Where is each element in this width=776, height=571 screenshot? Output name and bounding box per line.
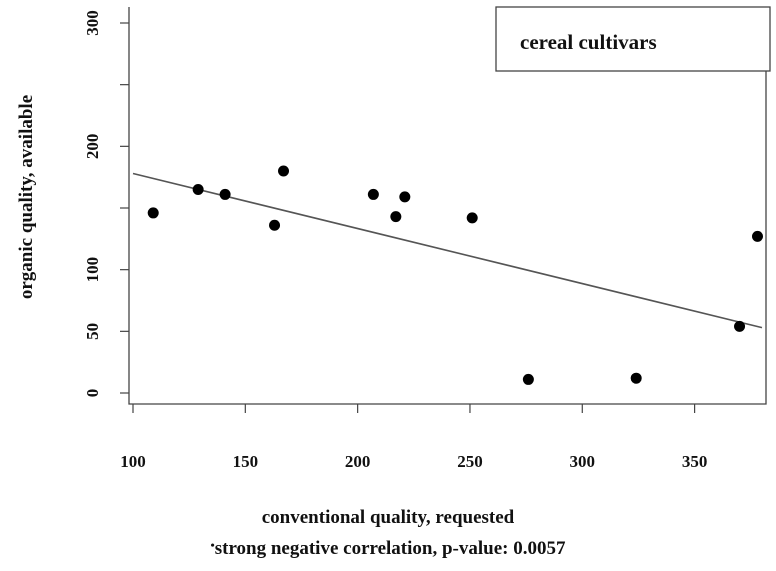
regression-line xyxy=(132,172,763,329)
data-point xyxy=(147,207,159,219)
data-point xyxy=(192,184,204,195)
x-tick-label: 250 xyxy=(457,452,483,471)
significance-note: •strong negative correlation, p-value: 0… xyxy=(0,538,776,560)
data-point xyxy=(390,211,402,223)
x-tick-label: 200 xyxy=(345,452,371,471)
data-point xyxy=(522,373,534,385)
legend-box xyxy=(495,6,771,72)
data-point xyxy=(734,320,746,332)
legend-label: cereal cultivars xyxy=(520,30,657,54)
y-tick-label: 200 xyxy=(83,134,102,160)
data-point xyxy=(219,188,231,200)
bullet-icon: • xyxy=(210,538,215,552)
y-tick-label: 100 xyxy=(83,257,102,283)
data-point xyxy=(269,219,281,231)
data-point xyxy=(630,372,642,384)
axes: 100 150 200 250 300 350 0 50 100 200 300 xyxy=(83,7,767,471)
plot-frame xyxy=(128,7,767,405)
data-point xyxy=(399,191,411,203)
data-point xyxy=(367,188,379,200)
x-tick-label: 150 xyxy=(233,452,259,471)
data-point xyxy=(466,212,478,224)
legend: cereal cultivars xyxy=(495,6,771,72)
data-point xyxy=(278,165,290,177)
y-tick-label: 300 xyxy=(83,10,102,36)
data-point xyxy=(752,230,764,242)
x-tick-label: 100 xyxy=(120,452,146,471)
x-tick-label: 350 xyxy=(682,452,708,471)
x-axis-title: conventional quality, requested xyxy=(261,507,515,528)
x-tick-label: 300 xyxy=(570,452,596,471)
data-points xyxy=(147,165,764,385)
y-tick-label: 50 xyxy=(83,323,102,340)
y-tick-label: 0 xyxy=(83,389,102,398)
y-axis-title: organic quality, available xyxy=(16,95,37,299)
correlation-annotation: strong negative correlation, p-value: 0.… xyxy=(214,538,566,559)
